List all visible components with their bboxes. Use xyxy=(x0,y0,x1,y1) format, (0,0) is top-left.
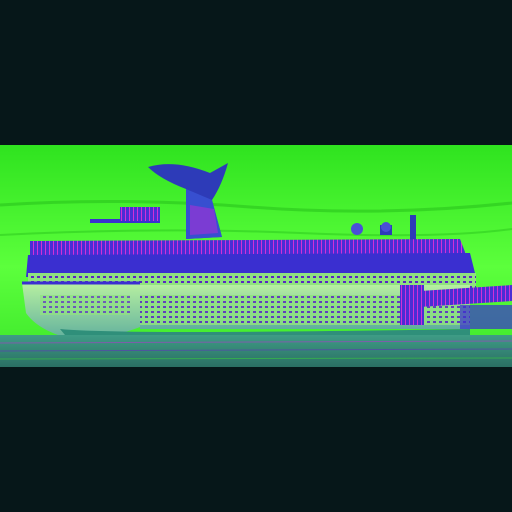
upper-structure xyxy=(90,207,416,241)
funnel xyxy=(148,163,228,239)
pier xyxy=(400,285,512,329)
ship-scene xyxy=(0,145,512,367)
photo xyxy=(0,145,512,367)
